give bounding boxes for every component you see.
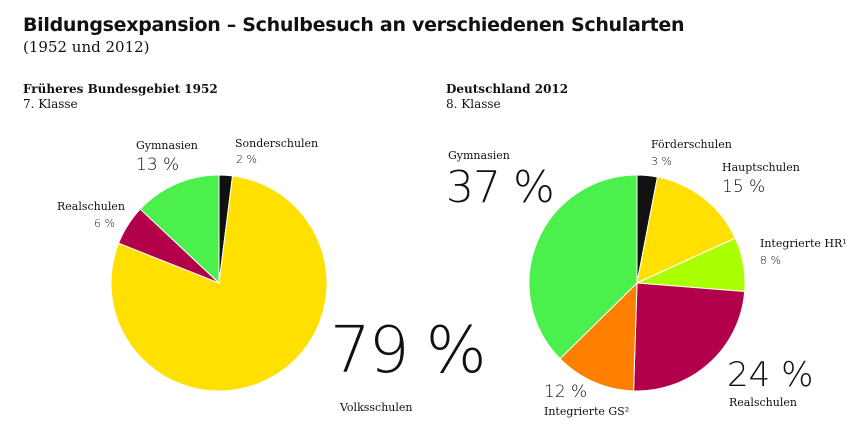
- pie-slice-gymnasien-1952: [139, 174, 220, 285]
- pie-2012-subtitle: 8. Klasse: [446, 97, 501, 111]
- label-hauptschulen-2012: Hauptschulen: [722, 161, 800, 174]
- pie-slice-integrierte-gs-2012: [559, 281, 638, 392]
- value-integrierte-gs-2012: 12 %: [544, 382, 588, 402]
- pie-1952-title: Früheres Bundesgebiet 1952: [23, 82, 218, 96]
- pie-slice-realschulen-2012: [633, 282, 746, 392]
- label-sonderschulen-1952: Sonderschulen: [235, 137, 319, 150]
- label-integrierte-gs-2012: Integrierte GS²: [544, 405, 630, 418]
- pie-1952-subtitle: 7. Klasse: [23, 97, 78, 111]
- value-foerderschulen-2012: 3 %: [651, 155, 672, 168]
- pie-1952: [110, 174, 328, 392]
- label-foerderschulen-2012: Förderschulen: [651, 138, 732, 151]
- value-gymnasien-1952: 13 %: [136, 155, 180, 175]
- value-realschulen-1952: 6 %: [94, 217, 115, 230]
- label-realschulen-1952: Realschulen: [57, 200, 125, 213]
- chart-subtitle: (1952 und 2012): [23, 38, 150, 56]
- pie-slice-hauptschulen-2012: [636, 176, 736, 284]
- pie-2012-title: Deutschland 2012: [446, 82, 569, 96]
- value-sonderschulen-1952: 2 %: [236, 153, 257, 166]
- value-realschulen-2012: 24 %: [727, 355, 814, 395]
- label-gymnasien-2012: Gymnasien: [448, 149, 510, 162]
- pie-slice-gymnasien-2012: [528, 174, 638, 360]
- value-hauptschulen-2012: 15 %: [722, 177, 766, 197]
- value-gymnasien-2012: 37 %: [446, 162, 555, 213]
- label-gymnasien-1952: Gymnasien: [136, 139, 198, 152]
- label-realschulen-2012: Realschulen: [729, 396, 797, 409]
- chart-title: Bildungsexpansion – Schulbesuch an versc…: [23, 14, 685, 36]
- value-integrierte-hr-2012: 8 %: [760, 254, 781, 267]
- value-volksschulen-1952: 79 %: [330, 314, 487, 388]
- label-volksschulen-1952: Volksschulen: [340, 401, 413, 414]
- pie-2012: [528, 174, 746, 392]
- label-integrierte-hr-2012: Integrierte HR¹: [760, 237, 847, 250]
